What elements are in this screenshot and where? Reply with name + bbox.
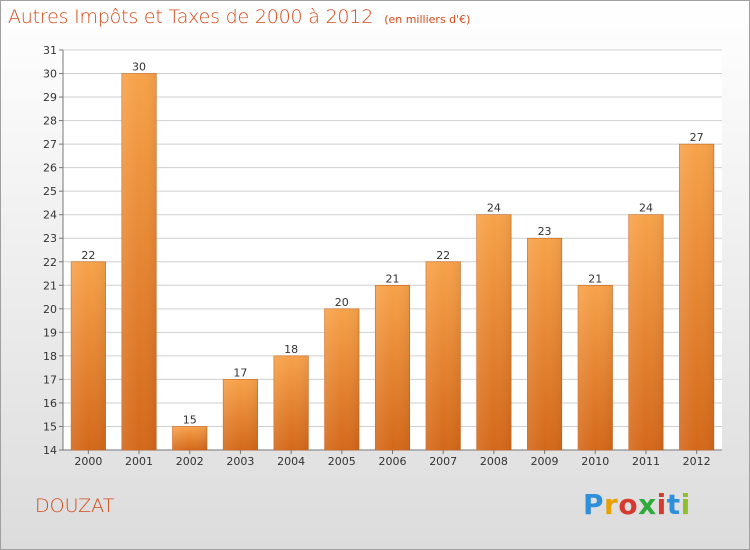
labels: 14 15 16 17 18 19 20 21 22 23 24 25 26 27 28 29 30 31 2000… — [43, 44, 711, 468]
proxiti-logo[interactable]: Proxiti — [583, 488, 691, 521]
data-label: 22 — [436, 249, 450, 262]
data-label: 17 — [233, 366, 247, 379]
data-label: 21 — [588, 272, 602, 285]
bar-shade — [273, 355, 309, 450]
y-tick-label: 24 — [43, 209, 57, 222]
data-label: 24 — [639, 202, 653, 215]
x-tick-label: 2010 — [581, 455, 609, 468]
data-label: 27 — [690, 131, 704, 144]
x-tick-label: 2000 — [74, 455, 102, 468]
place-name: DOUZAT — [35, 495, 115, 517]
y-tick-label: 23 — [43, 232, 57, 245]
x-tick-label: 2004 — [277, 455, 305, 468]
data-label: 22 — [81, 249, 95, 262]
logo-letter: P — [583, 488, 605, 521]
logo-letter: i — [680, 488, 691, 521]
data-label: 20 — [335, 296, 349, 309]
y-tick-label: 31 — [43, 44, 57, 57]
x-tick-label: 2007 — [429, 455, 457, 468]
y-tick-label: 14 — [43, 444, 57, 457]
bar-shade — [375, 285, 410, 450]
bars — [70, 73, 715, 451]
y-tick-label: 19 — [43, 326, 57, 339]
logo-letter: r — [604, 488, 619, 521]
data-label: 30 — [132, 61, 146, 74]
y-tick-label: 29 — [43, 91, 57, 104]
bar-shade — [172, 426, 207, 450]
chart-subtitle: (en milliers d'€) — [384, 13, 471, 26]
y-tick-label: 20 — [43, 303, 57, 316]
bar-shade — [527, 238, 562, 450]
bar-shade — [476, 214, 512, 450]
data-label: 24 — [487, 202, 501, 215]
x-tick-label: 2003 — [226, 455, 254, 468]
logo-letter: x — [638, 488, 657, 521]
y-tick-label: 28 — [43, 115, 57, 128]
y-tick-label: 27 — [43, 138, 57, 151]
bar-shade — [578, 285, 613, 450]
x-tick-label: 2006 — [379, 455, 407, 468]
bar-shade — [679, 144, 714, 450]
x-tick-label: 2009 — [531, 455, 559, 468]
bar-shade — [425, 261, 461, 450]
y-tick-label: 15 — [43, 420, 57, 433]
y-tick-label: 30 — [43, 68, 57, 81]
bar-shade — [223, 379, 258, 450]
y-tick-label: 26 — [43, 162, 57, 175]
data-label: 18 — [284, 343, 298, 356]
logo-letter: i — [656, 488, 667, 521]
y-tick-label: 16 — [43, 397, 57, 410]
x-tick-label: 2005 — [328, 455, 356, 468]
y-tick-label: 25 — [43, 185, 57, 198]
logo-letter: t — [666, 488, 681, 521]
y-tick-label: 22 — [43, 256, 57, 269]
bar-shade — [628, 214, 664, 450]
bar-shade — [324, 308, 360, 450]
chart-title-block: Autres Impôts et Taxes de 2000 à 2012 (e… — [8, 6, 470, 28]
x-tick-label: 2002 — [176, 455, 204, 468]
bar-shade — [121, 73, 157, 450]
logo-letter: o — [618, 488, 639, 521]
data-label: 15 — [183, 413, 197, 426]
x-tick-label: 2008 — [480, 455, 508, 468]
data-label: 21 — [386, 272, 400, 285]
x-tick-label: 2001 — [125, 455, 153, 468]
bar-shade — [71, 261, 106, 450]
y-tick-label: 21 — [43, 279, 57, 292]
y-tick-label: 18 — [43, 350, 57, 363]
x-tick-label: 2012 — [683, 455, 711, 468]
data-label: 23 — [538, 225, 552, 238]
y-tick-label: 17 — [43, 373, 57, 386]
x-tick-label: 2011 — [632, 455, 660, 468]
chart-title: Autres Impôts et Taxes de 2000 à 2012 — [8, 6, 374, 28]
